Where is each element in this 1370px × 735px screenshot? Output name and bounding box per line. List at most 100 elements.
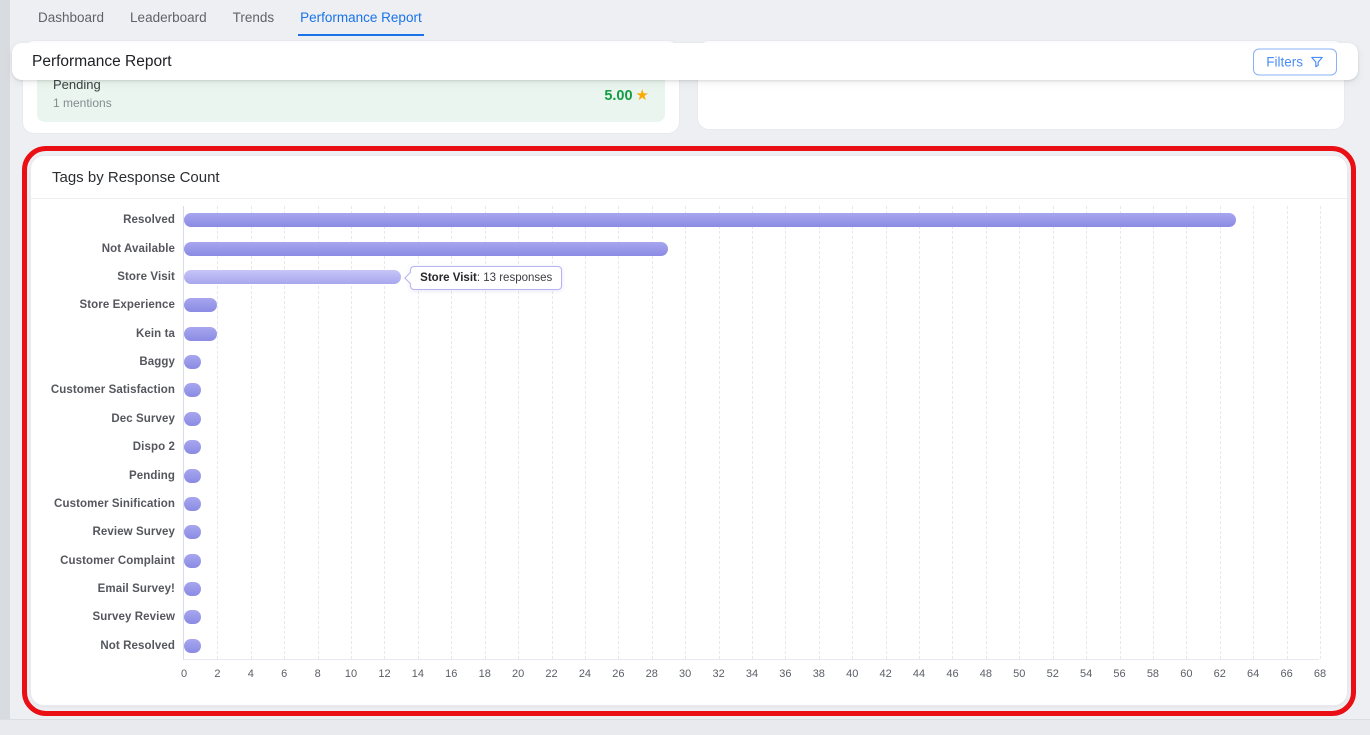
- gridline: [351, 206, 353, 659]
- gridline: [1186, 206, 1188, 659]
- page-title: Performance Report: [32, 52, 172, 70]
- x-tick-label: 32: [712, 668, 725, 680]
- gridline: [618, 206, 620, 659]
- gridline: [651, 206, 653, 659]
- gridline: [384, 206, 386, 659]
- x-tick-label: 16: [445, 668, 458, 680]
- category-labels: Resolved Not Available Store Visit Store Ex…: [31, 206, 175, 660]
- filters-button-label: Filters: [1266, 54, 1303, 69]
- x-tick-label: 42: [879, 668, 892, 680]
- chart-title: Tags by Response Count: [31, 156, 1347, 199]
- category-label: Store Visit: [117, 270, 175, 283]
- category-label: Customer Satisfaction: [50, 384, 175, 397]
- tag-score: 5.00 ★: [604, 86, 649, 104]
- chart-bar[interactable]: [184, 638, 201, 653]
- category-label: Review Survey: [92, 526, 175, 539]
- x-tick-label: 2: [214, 668, 221, 680]
- chart-bar[interactable]: [184, 355, 201, 370]
- gridline: [785, 206, 787, 659]
- chart-bar[interactable]: [184, 383, 201, 398]
- x-tick-label: 26: [612, 668, 625, 680]
- category-label: Store Experience: [79, 299, 175, 312]
- x-tick-label: 68: [1313, 668, 1327, 680]
- gridline: [952, 206, 954, 659]
- chart-bar[interactable]: [184, 553, 201, 568]
- x-tick-label: 6: [281, 668, 288, 680]
- category-label: Dec Survey: [111, 412, 175, 425]
- x-tick-label: 38: [812, 668, 825, 680]
- chart-bar[interactable]: [184, 213, 1237, 228]
- chart-bar[interactable]: [184, 269, 402, 284]
- x-tick-label: 18: [478, 668, 491, 680]
- tag-mentions: 1 mentions: [53, 96, 112, 110]
- top-tab-bar: Dashboard Leaderboard Trends Performance…: [10, 0, 424, 36]
- gridline: [584, 206, 586, 659]
- tab-performance-report[interactable]: Performance Report: [298, 0, 424, 36]
- x-tick-label: 52: [1046, 668, 1059, 680]
- x-tick-label: 10: [344, 668, 358, 680]
- category-label: Survey Review: [92, 611, 175, 624]
- x-tick-label: 50: [1013, 668, 1026, 680]
- chart-bar[interactable]: [184, 326, 218, 341]
- window-bottom-edge: [0, 719, 1370, 735]
- category-label: Baggy: [139, 356, 175, 369]
- x-tick-label: 62: [1213, 668, 1226, 680]
- gridline: [1052, 206, 1054, 659]
- gridline: [417, 206, 419, 659]
- filters-button[interactable]: Filters: [1253, 48, 1337, 75]
- chart-bar[interactable]: [184, 468, 201, 483]
- gridline: [484, 206, 486, 659]
- gridline: [1119, 206, 1121, 659]
- chart-bar[interactable]: [184, 411, 201, 426]
- chart-bar[interactable]: [184, 496, 201, 511]
- x-tick-label: 60: [1180, 668, 1193, 680]
- chart-bar[interactable]: [184, 610, 201, 625]
- category-label: Email Survey!: [97, 583, 175, 596]
- chart-bar[interactable]: [184, 298, 218, 313]
- gridline: [718, 206, 720, 659]
- gridline: [1219, 206, 1221, 659]
- window-left-edge: [0, 0, 10, 719]
- x-tick-label: 34: [745, 668, 759, 680]
- gridline: [818, 206, 820, 659]
- gridline: [284, 206, 286, 659]
- chart-bar[interactable]: [184, 440, 201, 455]
- gridline: [1253, 206, 1255, 659]
- gridline: [919, 206, 921, 659]
- chart-area: Resolved Not Available Store Visit Store Ex…: [31, 199, 1347, 705]
- gridline: [1086, 206, 1088, 659]
- chart-bar[interactable]: [184, 525, 201, 540]
- x-tick-label: 24: [578, 668, 592, 680]
- gridline: [985, 206, 987, 659]
- chart-bar[interactable]: [184, 582, 201, 597]
- tab-dashboard[interactable]: Dashboard: [38, 9, 105, 25]
- score-value: 5.00: [604, 88, 633, 104]
- x-tick-label: 12: [378, 668, 391, 680]
- x-tick-label: 44: [912, 668, 926, 680]
- gridline: [317, 206, 319, 659]
- x-tick-label: 0: [180, 668, 188, 680]
- tags-chart-card: Tags by Response Count Resolved Not Avail…: [30, 155, 1348, 706]
- x-tick-label: 28: [645, 668, 658, 680]
- x-tick-label: 8: [314, 668, 321, 680]
- tab-leaderboard[interactable]: Leaderboard: [130, 9, 207, 25]
- gridline: [451, 206, 453, 659]
- category-label: Kein ta: [135, 327, 175, 340]
- plot-area: Store Visit: 13 responses 0 2 4 6 8 10 12 14 16 1…: [181, 206, 1326, 680]
- gridline: [752, 206, 753, 659]
- x-tick-label: 56: [1113, 668, 1126, 680]
- category-label: Resolved: [123, 214, 175, 227]
- tab-trends[interactable]: Trends: [232, 9, 275, 25]
- category-label: Not Available: [101, 242, 175, 255]
- x-tick-label: 48: [979, 668, 992, 680]
- gridline: [1286, 206, 1288, 659]
- star-icon: ★: [635, 87, 649, 104]
- bar-tooltip: Store Visit: 13 responses: [410, 265, 563, 290]
- gridline: [551, 206, 553, 659]
- category-label: Dispo 2: [132, 441, 175, 454]
- x-tick-label: 22: [545, 668, 558, 680]
- x-tick-label: 66: [1280, 668, 1293, 680]
- category-label: Customer Complaint: [60, 554, 175, 567]
- tag-name: Pending: [53, 77, 101, 92]
- chart-bar[interactable]: [184, 241, 669, 256]
